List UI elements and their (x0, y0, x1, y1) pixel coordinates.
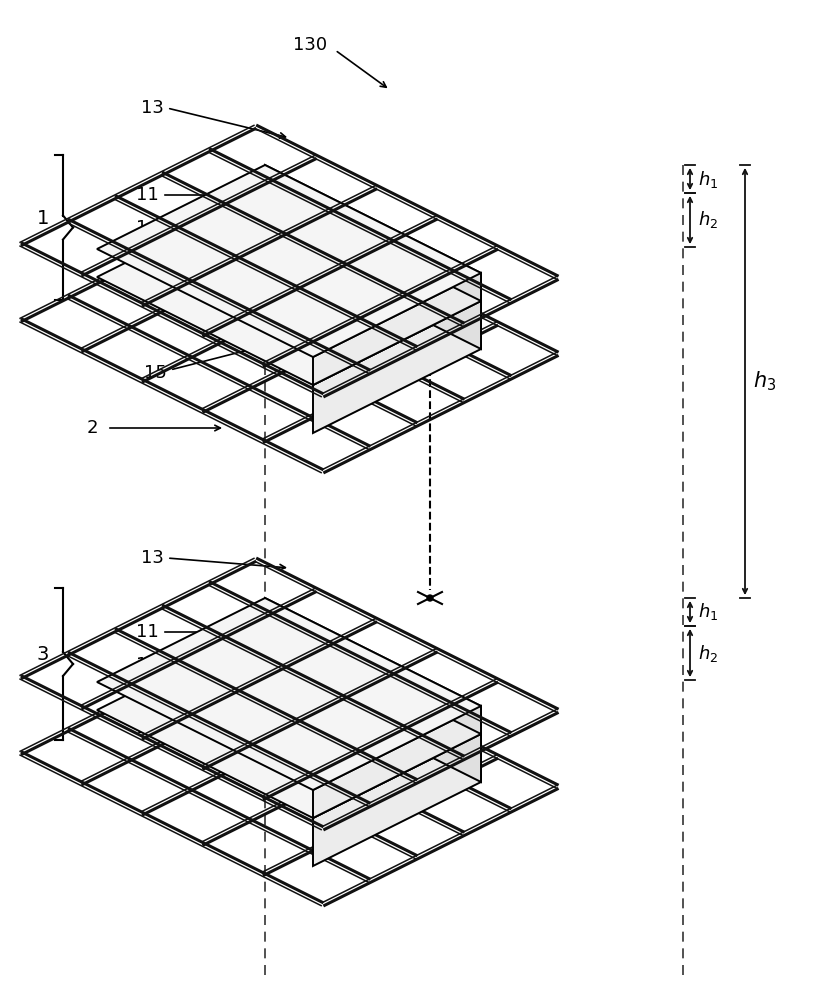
Text: 13: 13 (140, 549, 163, 567)
Text: 1: 1 (37, 209, 49, 228)
Polygon shape (295, 767, 306, 773)
Polygon shape (229, 692, 240, 698)
Text: $h_2$: $h_2$ (697, 210, 717, 231)
Text: 2: 2 (86, 419, 97, 437)
Polygon shape (97, 165, 481, 357)
Polygon shape (271, 238, 283, 244)
Polygon shape (225, 257, 245, 267)
Text: 11: 11 (135, 186, 158, 204)
Polygon shape (325, 698, 336, 704)
Polygon shape (375, 723, 395, 733)
Text: 12: 12 (135, 251, 158, 269)
Text: 14: 14 (135, 656, 158, 674)
Polygon shape (291, 332, 310, 342)
Polygon shape (188, 713, 198, 719)
Polygon shape (291, 765, 310, 775)
Polygon shape (183, 711, 202, 721)
Polygon shape (321, 696, 341, 706)
Polygon shape (325, 265, 336, 271)
Polygon shape (321, 263, 341, 273)
Polygon shape (333, 311, 352, 321)
Polygon shape (283, 719, 294, 725)
Polygon shape (97, 193, 481, 385)
Polygon shape (271, 671, 283, 677)
Circle shape (427, 595, 432, 601)
Polygon shape (265, 193, 481, 349)
Text: 13: 13 (135, 719, 158, 737)
Polygon shape (295, 334, 306, 340)
Polygon shape (97, 626, 481, 818)
Polygon shape (241, 307, 252, 313)
Polygon shape (278, 717, 298, 727)
Polygon shape (237, 738, 256, 748)
Text: $h_2$: $h_2$ (697, 643, 717, 664)
Polygon shape (313, 706, 481, 818)
Polygon shape (313, 301, 481, 433)
Text: $h_1$: $h_1$ (697, 169, 717, 190)
Polygon shape (379, 292, 390, 298)
Text: 13: 13 (135, 281, 158, 299)
Polygon shape (97, 598, 481, 790)
Text: 11: 11 (135, 623, 158, 641)
Polygon shape (225, 690, 245, 700)
Polygon shape (188, 280, 198, 286)
Polygon shape (265, 598, 481, 734)
Polygon shape (267, 669, 287, 679)
Polygon shape (241, 740, 252, 746)
Text: 130: 130 (292, 36, 327, 54)
Text: 15: 15 (143, 364, 166, 382)
Polygon shape (229, 259, 240, 265)
Polygon shape (337, 746, 348, 752)
Polygon shape (375, 290, 395, 300)
Polygon shape (265, 165, 481, 301)
Text: $h_3$: $h_3$ (752, 370, 776, 393)
Polygon shape (267, 236, 287, 246)
Text: 3: 3 (37, 646, 49, 664)
Polygon shape (278, 284, 298, 294)
Polygon shape (313, 734, 481, 866)
Polygon shape (237, 305, 256, 315)
Polygon shape (337, 313, 348, 319)
Polygon shape (265, 626, 481, 782)
Circle shape (427, 302, 432, 308)
Polygon shape (379, 725, 390, 731)
Text: $h_1$: $h_1$ (697, 601, 717, 622)
Text: 13: 13 (140, 99, 163, 117)
Text: 12: 12 (135, 686, 158, 704)
Polygon shape (283, 286, 294, 292)
Polygon shape (333, 744, 352, 754)
Polygon shape (183, 278, 202, 288)
Polygon shape (313, 273, 481, 385)
Text: 14: 14 (135, 219, 158, 237)
